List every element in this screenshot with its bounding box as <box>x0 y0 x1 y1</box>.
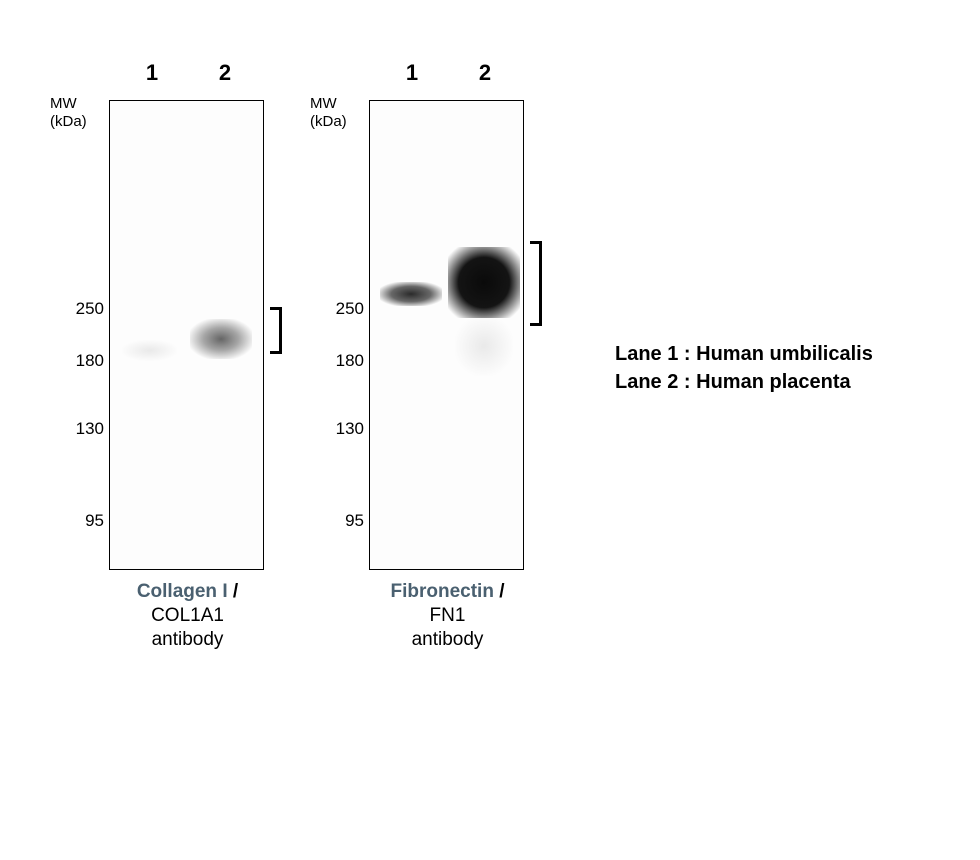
blot-band <box>190 319 252 359</box>
blot-band <box>122 340 177 361</box>
mw-tick: 180 <box>328 351 364 371</box>
panel-fibronectin: 1 2 MW (kDa) 250 180 130 95 Fibronectin … <box>310 60 570 700</box>
mw-axis-label: MW (kDa) <box>310 95 347 131</box>
lane-header: 2 <box>465 60 505 86</box>
panel-caption: Collagen I / COL1A1 antibody <box>95 580 280 651</box>
legend-row: Lane 2 : Human placenta <box>615 368 873 396</box>
mw-tick: 250 <box>68 299 104 319</box>
mw-tick: 180 <box>68 351 104 371</box>
caption-suffix: antibody <box>412 629 484 650</box>
blot-band <box>380 282 442 306</box>
lane-header: 1 <box>392 60 432 86</box>
blot-smear <box>455 316 513 376</box>
caption-protein: Fibronectin <box>390 581 493 602</box>
lane-legend: Lane 1 : Human umbilicalis Lane 2 : Huma… <box>615 340 873 396</box>
band-bracket <box>270 307 282 354</box>
caption-suffix: antibody <box>152 629 224 650</box>
blot-membrane <box>369 100 524 570</box>
caption-gene: COL1A1 <box>151 605 224 626</box>
band-bracket <box>530 241 542 326</box>
western-blot-figure: 1 2 MW (kDa) 250 180 130 95 Collagen I /… <box>50 60 950 820</box>
mw-tick: 250 <box>328 299 364 319</box>
blot-band <box>448 247 520 318</box>
caption-gene: FN1 <box>430 605 466 626</box>
mw-tick: 130 <box>68 419 104 439</box>
lane-header: 1 <box>132 60 172 86</box>
panel-collagen: 1 2 MW (kDa) 250 180 130 95 Collagen I /… <box>50 60 310 700</box>
blot-membrane <box>109 100 264 570</box>
mw-tick: 130 <box>328 419 364 439</box>
mw-tick: 95 <box>76 511 104 531</box>
mw-tick: 95 <box>336 511 364 531</box>
caption-protein: Collagen I <box>137 581 228 602</box>
mw-axis-label: MW (kDa) <box>50 95 87 131</box>
panel-caption: Fibronectin / FN1 antibody <box>355 580 540 651</box>
lane-header: 2 <box>205 60 245 86</box>
legend-row: Lane 1 : Human umbilicalis <box>615 340 873 368</box>
